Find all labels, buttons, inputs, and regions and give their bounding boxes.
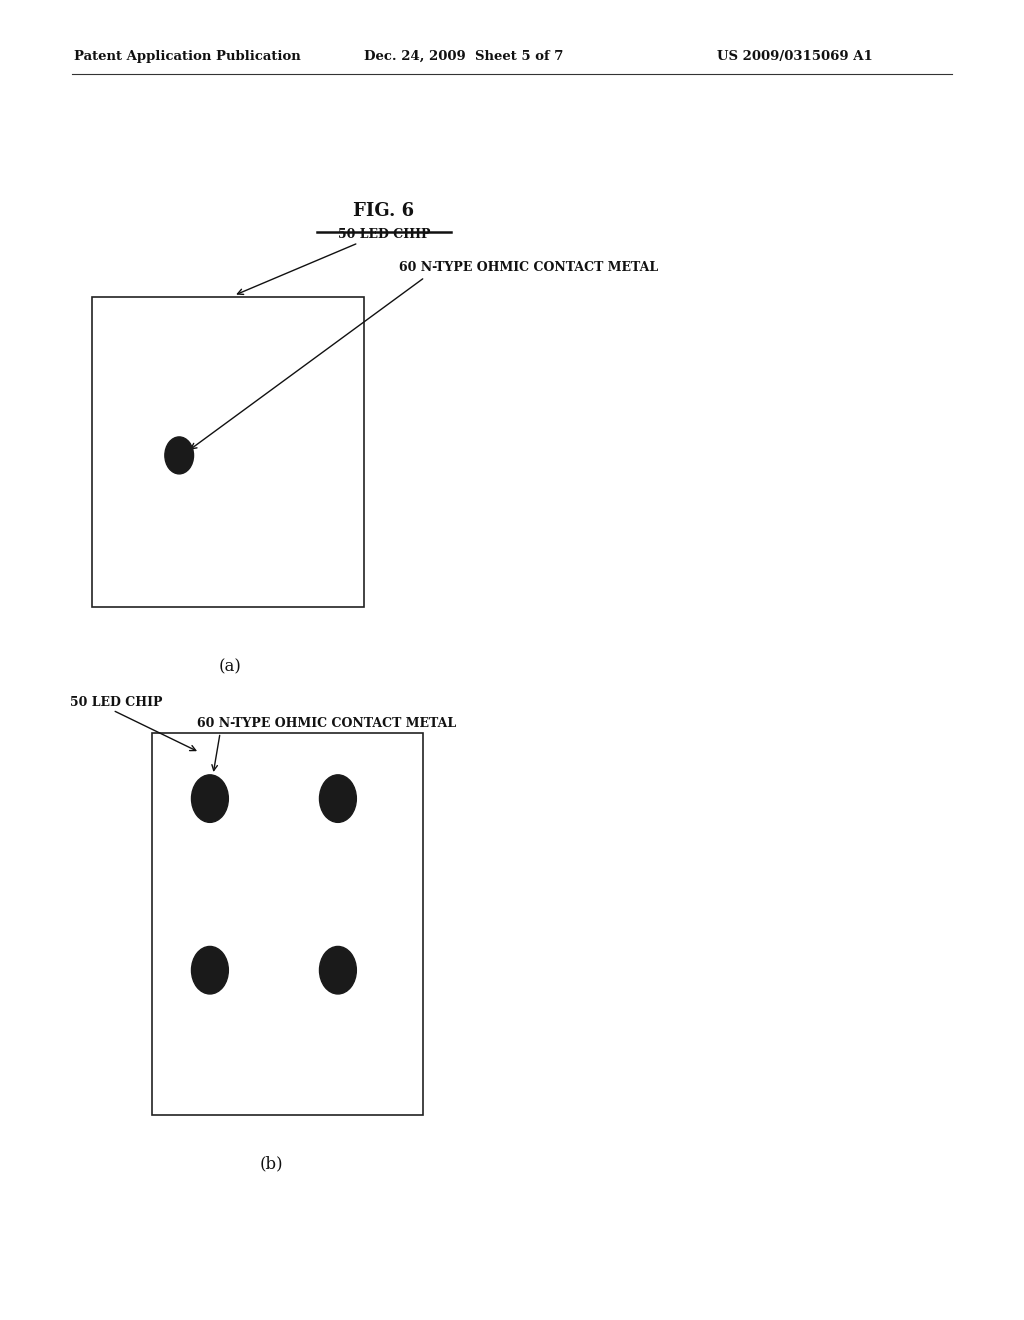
Circle shape	[319, 946, 356, 994]
Text: US 2009/0315069 A1: US 2009/0315069 A1	[717, 50, 872, 63]
Text: Dec. 24, 2009  Sheet 5 of 7: Dec. 24, 2009 Sheet 5 of 7	[364, 50, 563, 63]
Bar	[92, 297, 364, 607]
Text: 50 LED CHIP: 50 LED CHIP	[338, 228, 430, 242]
Circle shape	[191, 775, 228, 822]
Circle shape	[191, 946, 228, 994]
Text: FIG. 6: FIG. 6	[353, 202, 415, 220]
Text: 60 N-TYPE OHMIC CONTACT METAL: 60 N-TYPE OHMIC CONTACT METAL	[197, 717, 456, 730]
Circle shape	[319, 775, 356, 822]
Text: 60 N-TYPE OHMIC CONTACT METAL: 60 N-TYPE OHMIC CONTACT METAL	[399, 261, 658, 275]
Text: 50 LED CHIP: 50 LED CHIP	[70, 696, 162, 709]
Text: (a): (a)	[219, 659, 242, 675]
Text: Patent Application Publication: Patent Application Publication	[74, 50, 300, 63]
Text: (b): (b)	[259, 1156, 284, 1172]
Circle shape	[165, 437, 194, 474]
Bar	[152, 733, 423, 1115]
